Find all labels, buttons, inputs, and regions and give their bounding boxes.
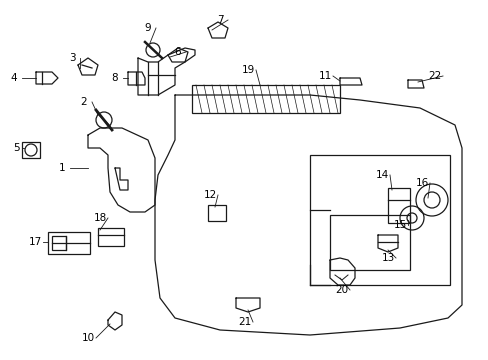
Bar bbox=[329, 215, 409, 270]
Text: 16: 16 bbox=[414, 178, 428, 188]
Bar bbox=[207, 205, 225, 221]
Bar bbox=[387, 188, 409, 223]
Bar bbox=[98, 228, 124, 246]
Text: 21: 21 bbox=[238, 317, 251, 327]
Text: 9: 9 bbox=[144, 23, 151, 33]
Text: 13: 13 bbox=[381, 253, 394, 263]
Text: 8: 8 bbox=[111, 73, 118, 83]
Bar bbox=[309, 155, 449, 285]
Text: 20: 20 bbox=[335, 285, 348, 295]
Text: 2: 2 bbox=[81, 97, 87, 107]
Bar bbox=[48, 232, 90, 254]
Bar bbox=[22, 142, 40, 158]
Text: 19: 19 bbox=[241, 65, 254, 75]
Text: 4: 4 bbox=[11, 73, 17, 83]
Text: 22: 22 bbox=[427, 71, 441, 81]
Text: 10: 10 bbox=[81, 333, 94, 343]
Text: 5: 5 bbox=[13, 143, 19, 153]
Text: 6: 6 bbox=[174, 47, 181, 57]
Text: 17: 17 bbox=[28, 237, 41, 247]
Text: 1: 1 bbox=[59, 163, 65, 173]
Bar bbox=[52, 236, 66, 250]
Text: 7: 7 bbox=[216, 15, 223, 25]
Text: 3: 3 bbox=[68, 53, 75, 63]
Text: 12: 12 bbox=[203, 190, 216, 200]
Text: 14: 14 bbox=[375, 170, 388, 180]
Bar bbox=[192, 85, 339, 113]
Text: 15: 15 bbox=[392, 220, 406, 230]
Text: 18: 18 bbox=[93, 213, 106, 223]
Text: 11: 11 bbox=[318, 71, 331, 81]
